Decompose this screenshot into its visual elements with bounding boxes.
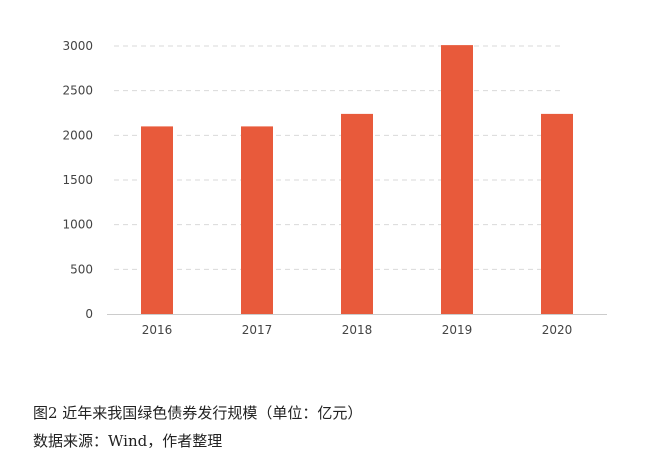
- x-tick-label: 2020: [542, 323, 573, 337]
- y-tick-label: 2000: [62, 128, 93, 142]
- x-tick-label: 2016: [142, 323, 173, 337]
- bar: [441, 45, 473, 315]
- x-tick-label: 2019: [442, 323, 473, 337]
- bar-chart: 0 500 1000 1500 2000 2500 3000 2016 2017 2018 2019…: [62, 39, 607, 337]
- x-tick-label: 2018: [342, 323, 373, 337]
- bar: [341, 113, 373, 314]
- y-tick-label: 2500: [62, 84, 93, 98]
- y-tick-label: 1000: [62, 218, 93, 232]
- data-source-note: 数据来源：Wind，作者整理: [33, 432, 223, 450]
- y-tick-label: 1500: [62, 173, 93, 187]
- bar: [241, 126, 273, 315]
- bar: [541, 113, 573, 314]
- y-tick-label: 3000: [62, 39, 93, 53]
- bar: [141, 126, 173, 315]
- figure-caption: 图2 近年来我国绿色债券发行规模（单位：亿元）: [33, 404, 363, 422]
- y-tick-label: 0: [85, 307, 93, 321]
- x-tick-label: 2017: [242, 323, 273, 337]
- y-tick-label: 500: [70, 262, 93, 276]
